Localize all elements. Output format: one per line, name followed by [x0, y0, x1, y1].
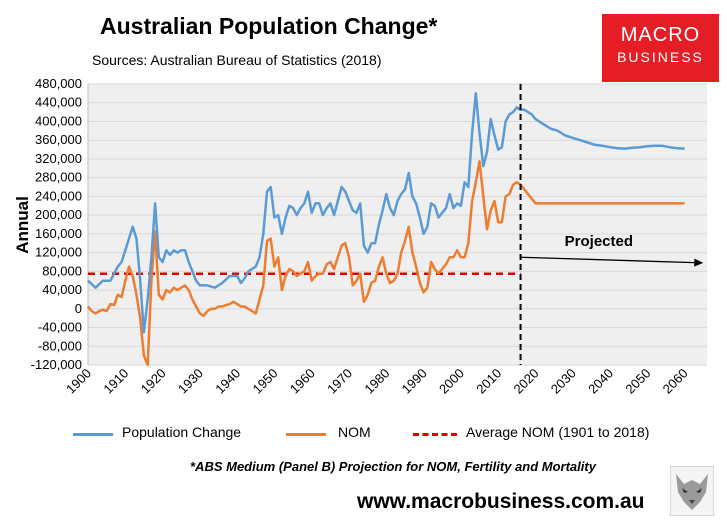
x-tick-label: 1980: [361, 366, 392, 397]
projection-footnote: *ABS Medium (Panel B) Projection for NOM…: [190, 459, 596, 474]
x-tick-label: 1930: [175, 366, 206, 397]
legend-average-nom: Average NOM (1901 to 2018): [466, 424, 650, 440]
chart-title: Australian Population Change*: [100, 13, 438, 39]
series-line-0: [87, 92, 685, 334]
y-tick-label: 320,000: [35, 151, 82, 166]
x-tick-label: 1940: [212, 366, 243, 397]
logo-line2: BUSINESS: [617, 49, 704, 65]
y-tick-label: 440,000: [35, 95, 82, 110]
macrobusiness-logo: MACRO BUSINESS: [602, 14, 719, 82]
plot-area: [88, 84, 707, 365]
y-tick-label: -120,000: [31, 357, 82, 372]
x-tick-label: 2030: [548, 366, 579, 397]
legend-population-change: Population Change: [122, 424, 242, 440]
x-tick-label: 2050: [622, 366, 653, 397]
x-tick-label: 1960: [287, 366, 318, 397]
legend-line-nom: [286, 433, 326, 436]
projected-arrowhead: [694, 258, 704, 267]
x-tick-label: 1970: [324, 366, 355, 397]
y-tick-label: 0: [75, 301, 82, 316]
x-tick-label: 1920: [138, 366, 169, 397]
y-tick-label: 480,000: [35, 76, 82, 91]
legend-nom: NOM: [338, 424, 371, 440]
y-tick-label: 200,000: [35, 207, 82, 222]
x-tick-label: 1910: [100, 366, 131, 397]
y-tick-label: 40,000: [42, 282, 82, 297]
y-tick-label: 120,000: [35, 245, 82, 260]
x-tick-label: 2040: [585, 366, 616, 397]
y-tick-label: 400,000: [35, 113, 82, 128]
x-tick-label: 1990: [399, 366, 430, 397]
x-tick-label: 2000: [436, 366, 467, 397]
x-tick-label: 1950: [250, 366, 281, 397]
y-tick-label: -80,000: [38, 338, 82, 353]
y-tick-label: 360,000: [35, 132, 82, 147]
series-line-1: [87, 160, 685, 367]
projected-annotation: Projected: [565, 233, 633, 250]
x-tick-label: 2020: [511, 366, 542, 397]
y-tick-labels: -120,000 -80,000 -40,000 0 40,000 80,000 120,0…: [31, 76, 82, 372]
y-axis-label: Annual: [13, 196, 32, 254]
website-url: www.macrobusiness.com.au: [357, 490, 645, 513]
x-tick-label: 2010: [473, 366, 504, 397]
legend-line-average-nom: [413, 433, 457, 436]
grid-lines: [87, 83, 707, 366]
sources-note: Sources: Australian Bureau of Statistics…: [92, 52, 382, 68]
series-lines: [87, 92, 685, 367]
y-tick-label: 280,000: [35, 170, 82, 185]
x-tick-labels: 1900 1910 1920 1930 1940 1950 1960 1970 1980 1990…: [63, 366, 691, 397]
y-tick-label: 240,000: [35, 188, 82, 203]
wolf-logo-icon: [670, 466, 714, 516]
x-tick-label: 2060: [660, 366, 691, 397]
logo-line1: MACRO: [620, 24, 701, 46]
legend-line-population: [73, 433, 113, 436]
projected-arrow: [520, 256, 695, 264]
y-tick-label: 160,000: [35, 226, 82, 241]
y-tick-label: -40,000: [38, 320, 82, 335]
y-tick-label: 80,000: [42, 263, 82, 278]
